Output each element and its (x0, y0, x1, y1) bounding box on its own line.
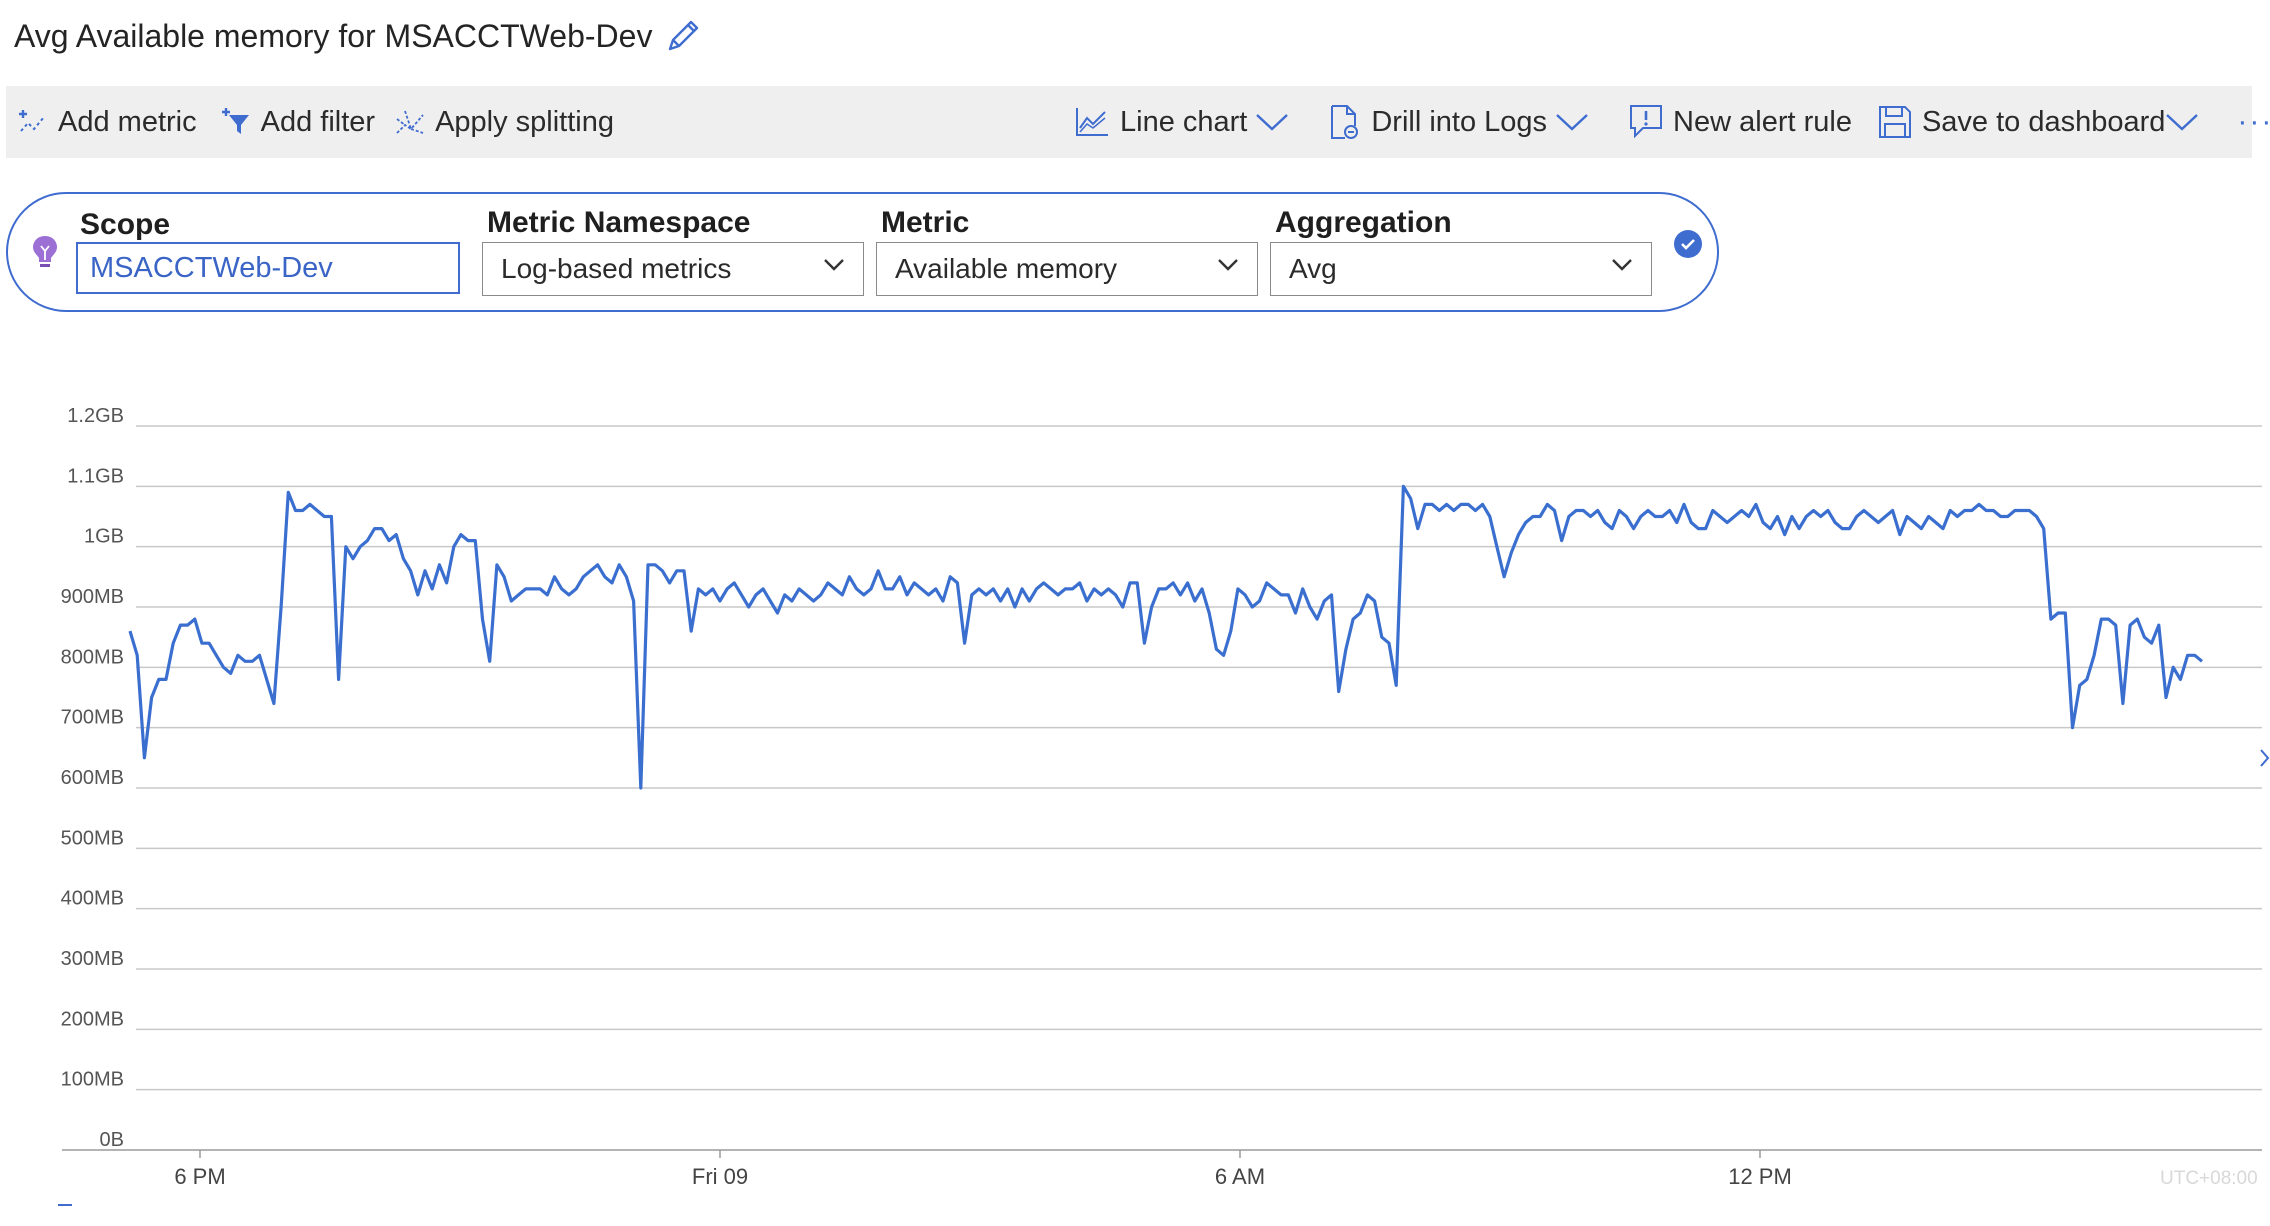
save-to-dashboard-dropdown[interactable]: Save to dashboard (1878, 86, 2209, 158)
title-row: Avg Available memory for MSACCTWeb-Dev (14, 12, 702, 60)
y-tick-label: 700MB (61, 707, 124, 729)
add-filter-label: Add filter (260, 105, 376, 138)
drill-into-logs-label: Drill into Logs (1371, 105, 1548, 138)
metric-dropdown[interactable]: Available memory (876, 242, 1258, 296)
chevron-down-icon (1256, 114, 1289, 131)
y-tick-label: 1GB (84, 526, 124, 548)
metric-value: Available memory (895, 253, 1118, 284)
drill-into-logs-dropdown[interactable]: Drill into Logs (1329, 86, 1599, 158)
logs-icon (1331, 105, 1359, 139)
scope-label: Scope (80, 208, 171, 241)
y-tick-label: 0B (100, 1129, 124, 1151)
add-metric-icon (19, 110, 45, 132)
save-to-dashboard-label: Save to dashboard (1921, 105, 2166, 138)
chevron-down-icon (1556, 114, 1588, 131)
metric-namespace-value: Log-based metrics (501, 253, 732, 284)
series-line[interactable] (128, 484, 2204, 790)
aggregation-value: Avg (1289, 253, 1337, 284)
more-options-button[interactable]: ··· (2237, 86, 2270, 158)
y-tick-label: 600MB (61, 767, 124, 789)
more-icon: ··· (2237, 105, 2270, 138)
metric-label: Metric (881, 206, 970, 239)
chevron-down-icon (1218, 259, 1238, 271)
metric-picker: Scope MSACCTWeb-Dev Metric Namespace Log… (6, 192, 1719, 312)
chevron-down-icon (1612, 259, 1632, 271)
add-metric-button[interactable]: Add metric (18, 86, 197, 158)
chart-title: Avg Available memory for MSACCTWeb-Dev (14, 17, 653, 54)
alert-icon (1630, 105, 1663, 139)
y-axis: 1.2GB 1.1GB 1GB 900MB 800MB 700MB 600MB 500MB 40… (61, 405, 124, 1151)
line-chart: 1.2GB 1.1GB 1GB 900MB 800MB 700MB 600MB 500MB 40… (58, 405, 2270, 1206)
y-tick-label: 500MB (61, 827, 124, 849)
scope-input[interactable]: MSACCTWeb-Dev (76, 242, 460, 294)
chevron-right-icon[interactable] (2260, 749, 2270, 767)
checkmark-icon (1681, 239, 1695, 250)
timezone-label: UTC+08:00 (2160, 1168, 2258, 1189)
y-tick-label: 800MB (61, 646, 124, 668)
chart-grid (62, 425, 2262, 1151)
chevron-down-icon (824, 259, 844, 271)
line-chart-dropdown[interactable]: Line chart (1074, 86, 1299, 158)
metric-namespace-dropdown[interactable]: Log-based metrics (482, 242, 864, 296)
x-tick-label: 12 PM (1728, 1164, 1792, 1189)
x-tick-label: 6 PM (174, 1164, 225, 1189)
app-insights-icon (33, 236, 57, 267)
add-metric-label: Add metric (58, 105, 197, 138)
x-tick-label: Fri 09 (692, 1164, 748, 1189)
aggregation-label: Aggregation (1275, 206, 1452, 239)
x-tick-label: 6 AM (1215, 1164, 1265, 1189)
y-tick-label: 200MB (61, 1008, 124, 1030)
apply-check-button[interactable] (1674, 230, 1702, 258)
line-chart-icon (1076, 108, 1108, 136)
add-filter-icon (221, 108, 249, 134)
metric-namespace-label: Metric Namespace (487, 206, 751, 239)
edit-pencil-icon[interactable] (664, 17, 702, 55)
new-alert-rule-button[interactable]: New alert rule (1629, 86, 1852, 158)
series-group (128, 484, 2204, 790)
y-tick-label: 100MB (61, 1069, 124, 1091)
y-tick-label: 400MB (61, 888, 124, 910)
apply-splitting-label: Apply splitting (435, 105, 614, 138)
add-filter-button[interactable]: Add filter (221, 86, 375, 158)
apply-splitting-icon (396, 110, 424, 134)
new-alert-rule-label: New alert rule (1673, 105, 1852, 138)
apply-splitting-button[interactable]: Apply splitting (395, 86, 614, 158)
y-tick-label: 900MB (61, 586, 124, 608)
x-axis: 6 PM Fri 09 6 AM 12 PM (174, 1150, 1792, 1189)
chevron-down-icon (2166, 114, 2199, 131)
y-tick-label: 1.1GB (67, 465, 124, 487)
toolbar: Add metric Add filter Apply splitting Li… (6, 86, 2270, 158)
y-tick-label: 1.2GB (67, 405, 124, 427)
y-tick-label: 300MB (61, 948, 124, 970)
line-chart-label: Line chart (1120, 105, 1248, 138)
aggregation-dropdown[interactable]: Avg (1270, 242, 1652, 296)
save-icon (1878, 106, 1911, 138)
